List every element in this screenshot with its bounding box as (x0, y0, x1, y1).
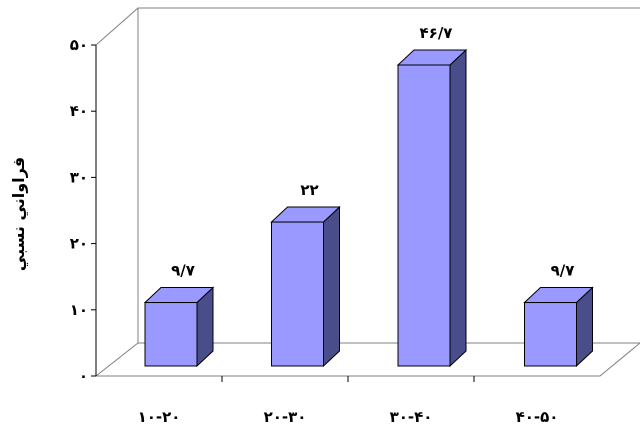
bar (272, 207, 340, 366)
left-wall-top-edge (96, 8, 138, 45)
bars-group (145, 50, 593, 366)
x-category-label: ۴۰-۵۰ (516, 408, 559, 426)
y-axis-ticks (91, 45, 96, 376)
x-category-label: ۳۰-۴۰ (390, 408, 433, 426)
bar (525, 288, 593, 366)
y-tick-label: ۳۰ (70, 168, 88, 186)
y-axis-label: فراواني نسبي (9, 157, 29, 271)
bar-front (272, 222, 324, 366)
bar-side (450, 50, 466, 366)
x-category-label: ۲۰-۳۰ (264, 408, 307, 426)
data-label: ۴۶/۷ (420, 24, 453, 42)
bar-front (525, 303, 577, 366)
bar-front (145, 303, 197, 366)
y-tick-label: ۲۰ (70, 235, 88, 253)
bar-side (324, 207, 340, 366)
data-label: ۹/۷ (551, 262, 575, 280)
bar (145, 288, 213, 366)
data-label: ۲۲ (300, 181, 318, 199)
data-label: ۹/۷ (171, 262, 195, 280)
bar-front (398, 65, 450, 366)
bar (398, 50, 466, 366)
y-tick-label: ۰ (79, 367, 88, 385)
y-tick-label: ۵۰ (70, 36, 88, 54)
y-tick-label: ۴۰ (70, 102, 88, 120)
x-category-label: ۱۰-۲۰ (138, 408, 181, 426)
y-tick-label: ۱۰ (70, 301, 88, 319)
